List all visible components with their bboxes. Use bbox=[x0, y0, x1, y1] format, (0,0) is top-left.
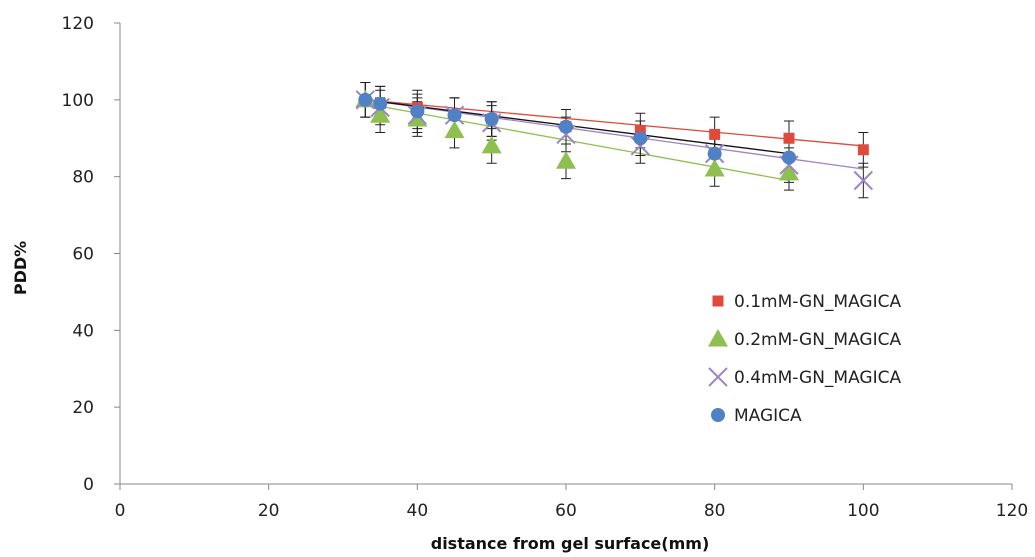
y-tick-label: 60 bbox=[72, 245, 94, 265]
axes: 0 20 40 60 80 100 120 0 20 40 60 80 100 120 bbox=[62, 14, 1029, 521]
data-point-0-2mm-gn-magica bbox=[779, 162, 799, 181]
data-point-magica bbox=[410, 104, 425, 119]
data-point-0-1mm-gn-magica bbox=[709, 128, 721, 140]
data-point-magica bbox=[707, 146, 722, 161]
data-point-magica bbox=[447, 108, 462, 123]
x-tick-label: 40 bbox=[407, 501, 429, 521]
data-markers bbox=[355, 89, 874, 191]
data-point-0-2mm-gn-magica bbox=[704, 158, 725, 177]
y-tick-label: 20 bbox=[72, 398, 94, 418]
data-point-magica bbox=[559, 119, 573, 134]
data-point-0-2mm-gn-magica bbox=[370, 105, 391, 123]
x-tick-label: 20 bbox=[258, 501, 280, 521]
x-tick-label: 100 bbox=[847, 501, 879, 521]
x-tick-label: 120 bbox=[996, 501, 1028, 521]
trendline-magica bbox=[365, 99, 790, 155]
data-point-0-4mm-gn-magica bbox=[853, 170, 874, 191]
y-axis-title: PDD% bbox=[11, 241, 30, 295]
data-point-0-1mm-gn-magica bbox=[634, 125, 646, 137]
legend-marker-magica bbox=[711, 408, 725, 422]
legend-label: MAGICA bbox=[734, 406, 802, 426]
x-tick-label: 0 bbox=[115, 501, 126, 521]
x-axis-title: distance from gel surface(mm) bbox=[431, 534, 710, 553]
trendline-0-2mm-gn-magica bbox=[365, 103, 790, 182]
trendline-0-1mm-gn-magica bbox=[365, 99, 864, 147]
data-point-magica bbox=[782, 150, 796, 165]
legend-label: 0.1mM-GN_MAGICA bbox=[734, 292, 901, 312]
legend-label: 0.2mM-GN_MAGICA bbox=[734, 330, 901, 350]
data-point-magica bbox=[633, 131, 648, 146]
legend-marker-0-1mm-gn-magica bbox=[712, 295, 724, 307]
legend: 0.1mM-GN_MAGICA 0.2mM-GN_MAGICA 0.4mM-GN_M… bbox=[708, 292, 901, 426]
y-tick-label: 40 bbox=[72, 321, 94, 341]
y-tick-label: 120 bbox=[62, 14, 94, 34]
data-point-magica bbox=[358, 92, 373, 107]
legend-marker-0-2mm-gn-magica bbox=[708, 329, 728, 347]
y-tick-label: 0 bbox=[83, 475, 94, 495]
data-point-0-2mm-gn-magica bbox=[481, 135, 502, 154]
x-tick-label: 60 bbox=[555, 501, 577, 521]
y-tick-label: 80 bbox=[72, 168, 94, 188]
data-point-0-1mm-gn-magica bbox=[783, 132, 795, 144]
data-point-0-1mm-gn-magica bbox=[857, 144, 869, 156]
data-point-0-2mm-gn-magica bbox=[444, 120, 465, 139]
data-point-0-2mm-gn-magica bbox=[556, 151, 576, 169]
data-point-magica bbox=[484, 112, 499, 127]
y-tick-label: 100 bbox=[62, 91, 94, 111]
x-tick-label: 80 bbox=[704, 501, 726, 521]
legend-label: 0.4mM-GN_MAGICA bbox=[734, 368, 901, 388]
legend-marker-0-4mm-gn-magica bbox=[708, 367, 728, 387]
data-point-magica bbox=[373, 96, 388, 111]
